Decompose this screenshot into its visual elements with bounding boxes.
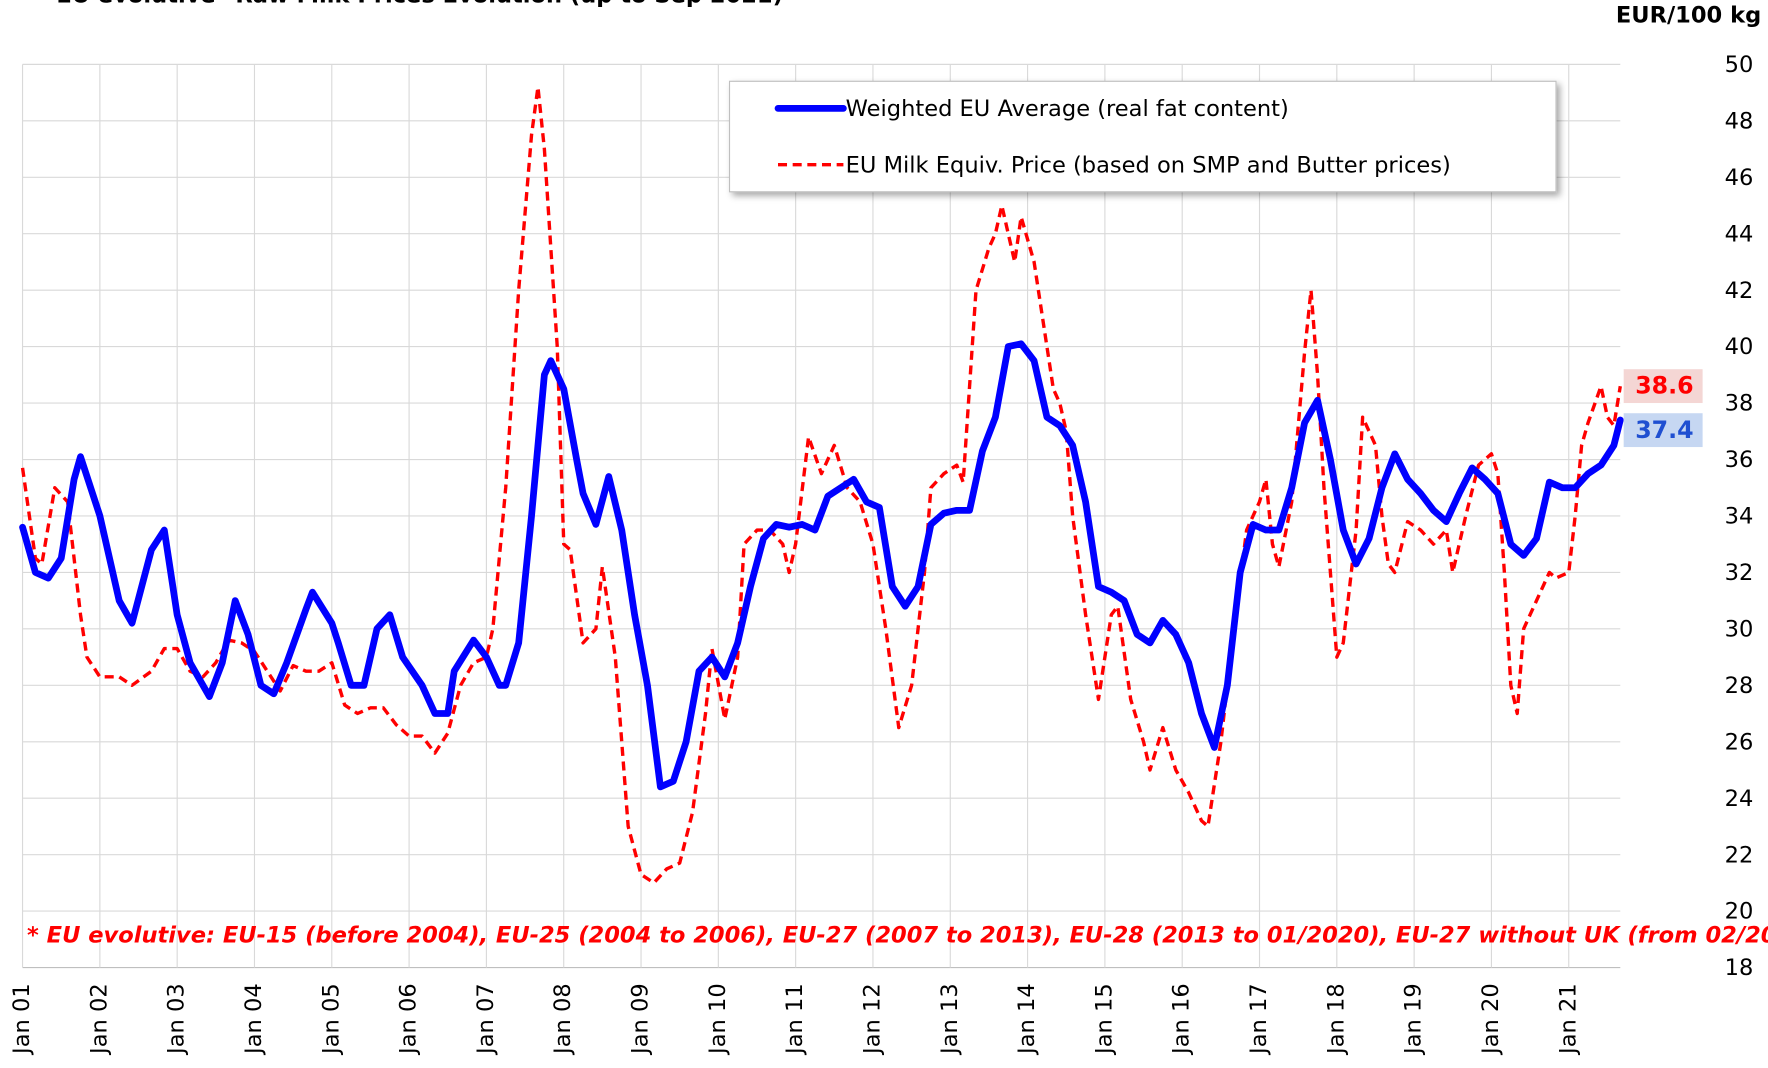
- x-tick-label: Jan 15: [1091, 983, 1117, 1056]
- legend-label: EU Milk Equiv. Price (based on SMP and B…: [846, 152, 1451, 178]
- y-tick-label: 22: [1725, 842, 1754, 868]
- x-tick-label: Jan 02: [86, 983, 112, 1056]
- y-tick-label: 46: [1725, 165, 1754, 191]
- footnote: * EU evolutive: EU-15 (before 2004), EU-…: [27, 923, 1768, 949]
- legend-label: Weighted EU Average (real fat content): [846, 96, 1289, 122]
- y-tick-label: 36: [1725, 447, 1754, 473]
- x-tick-label: Jan 10: [705, 983, 731, 1056]
- chart-title: EU evolutive* Raw Milk Prices Evolution …: [56, 0, 783, 8]
- end-label-box: [1623, 413, 1703, 448]
- x-tick-label: Jan 12: [859, 983, 885, 1056]
- x-tick-label: Jan 20: [1478, 983, 1504, 1056]
- y-tick-label: 40: [1725, 334, 1754, 360]
- y-tick-label: 28: [1725, 673, 1754, 699]
- series-line: [20, 85, 1622, 885]
- series-line: [19, 340, 1624, 791]
- legend: Weighted EU Average (real fat content) E…: [728, 80, 1557, 193]
- end-label: 38.6: [1635, 372, 1693, 400]
- x-tick-label: Jan 19: [1401, 983, 1427, 1056]
- x-tick-label: Jan 08: [550, 983, 576, 1056]
- x-tick-label: Jan 18: [1323, 983, 1349, 1056]
- y-tick-label: 24: [1725, 786, 1754, 812]
- x-tick-label: Jan 07: [473, 983, 499, 1056]
- y-tick-label: 26: [1725, 729, 1754, 755]
- y-tick-label: 48: [1725, 108, 1754, 134]
- x-tick-label: Jan 01: [9, 983, 35, 1056]
- y-tick-label: 38: [1725, 391, 1754, 417]
- x-tick-label: Jan 16: [1169, 983, 1195, 1056]
- legend-box: [728, 80, 1557, 193]
- y-tick-label: 34: [1725, 504, 1754, 530]
- end-label-box: [1623, 369, 1703, 404]
- end-label: 37.4: [1635, 416, 1693, 444]
- y-tick-label: 18: [1725, 955, 1754, 981]
- y-tick-label: 50: [1725, 52, 1754, 78]
- x-tick-label: Jan 13: [937, 983, 963, 1056]
- y-tick-label: 32: [1725, 560, 1754, 586]
- x-tick-label: Jan 21: [1555, 983, 1581, 1056]
- x-tick-label: Jan 05: [318, 983, 344, 1056]
- x-tick-label: Jan 17: [1246, 983, 1272, 1056]
- lines: [19, 85, 1624, 885]
- y-tick-label: 42: [1725, 278, 1754, 304]
- y-tick-label: 30: [1725, 616, 1754, 642]
- x-tick-label: Jan 03: [164, 983, 190, 1056]
- y-tick-label: 20: [1725, 899, 1754, 925]
- y-axis-label: EUR/100 kg: [1616, 3, 1761, 29]
- x-tick-label: Jan 09: [628, 983, 654, 1056]
- x-tick-label: Jan 06: [396, 983, 422, 1056]
- x-tick-label: Jan 04: [241, 983, 267, 1056]
- y-tick-label: 44: [1725, 221, 1754, 247]
- x-tick-label: Jan 14: [1014, 983, 1040, 1056]
- x-tick-label: Jan 11: [782, 983, 808, 1056]
